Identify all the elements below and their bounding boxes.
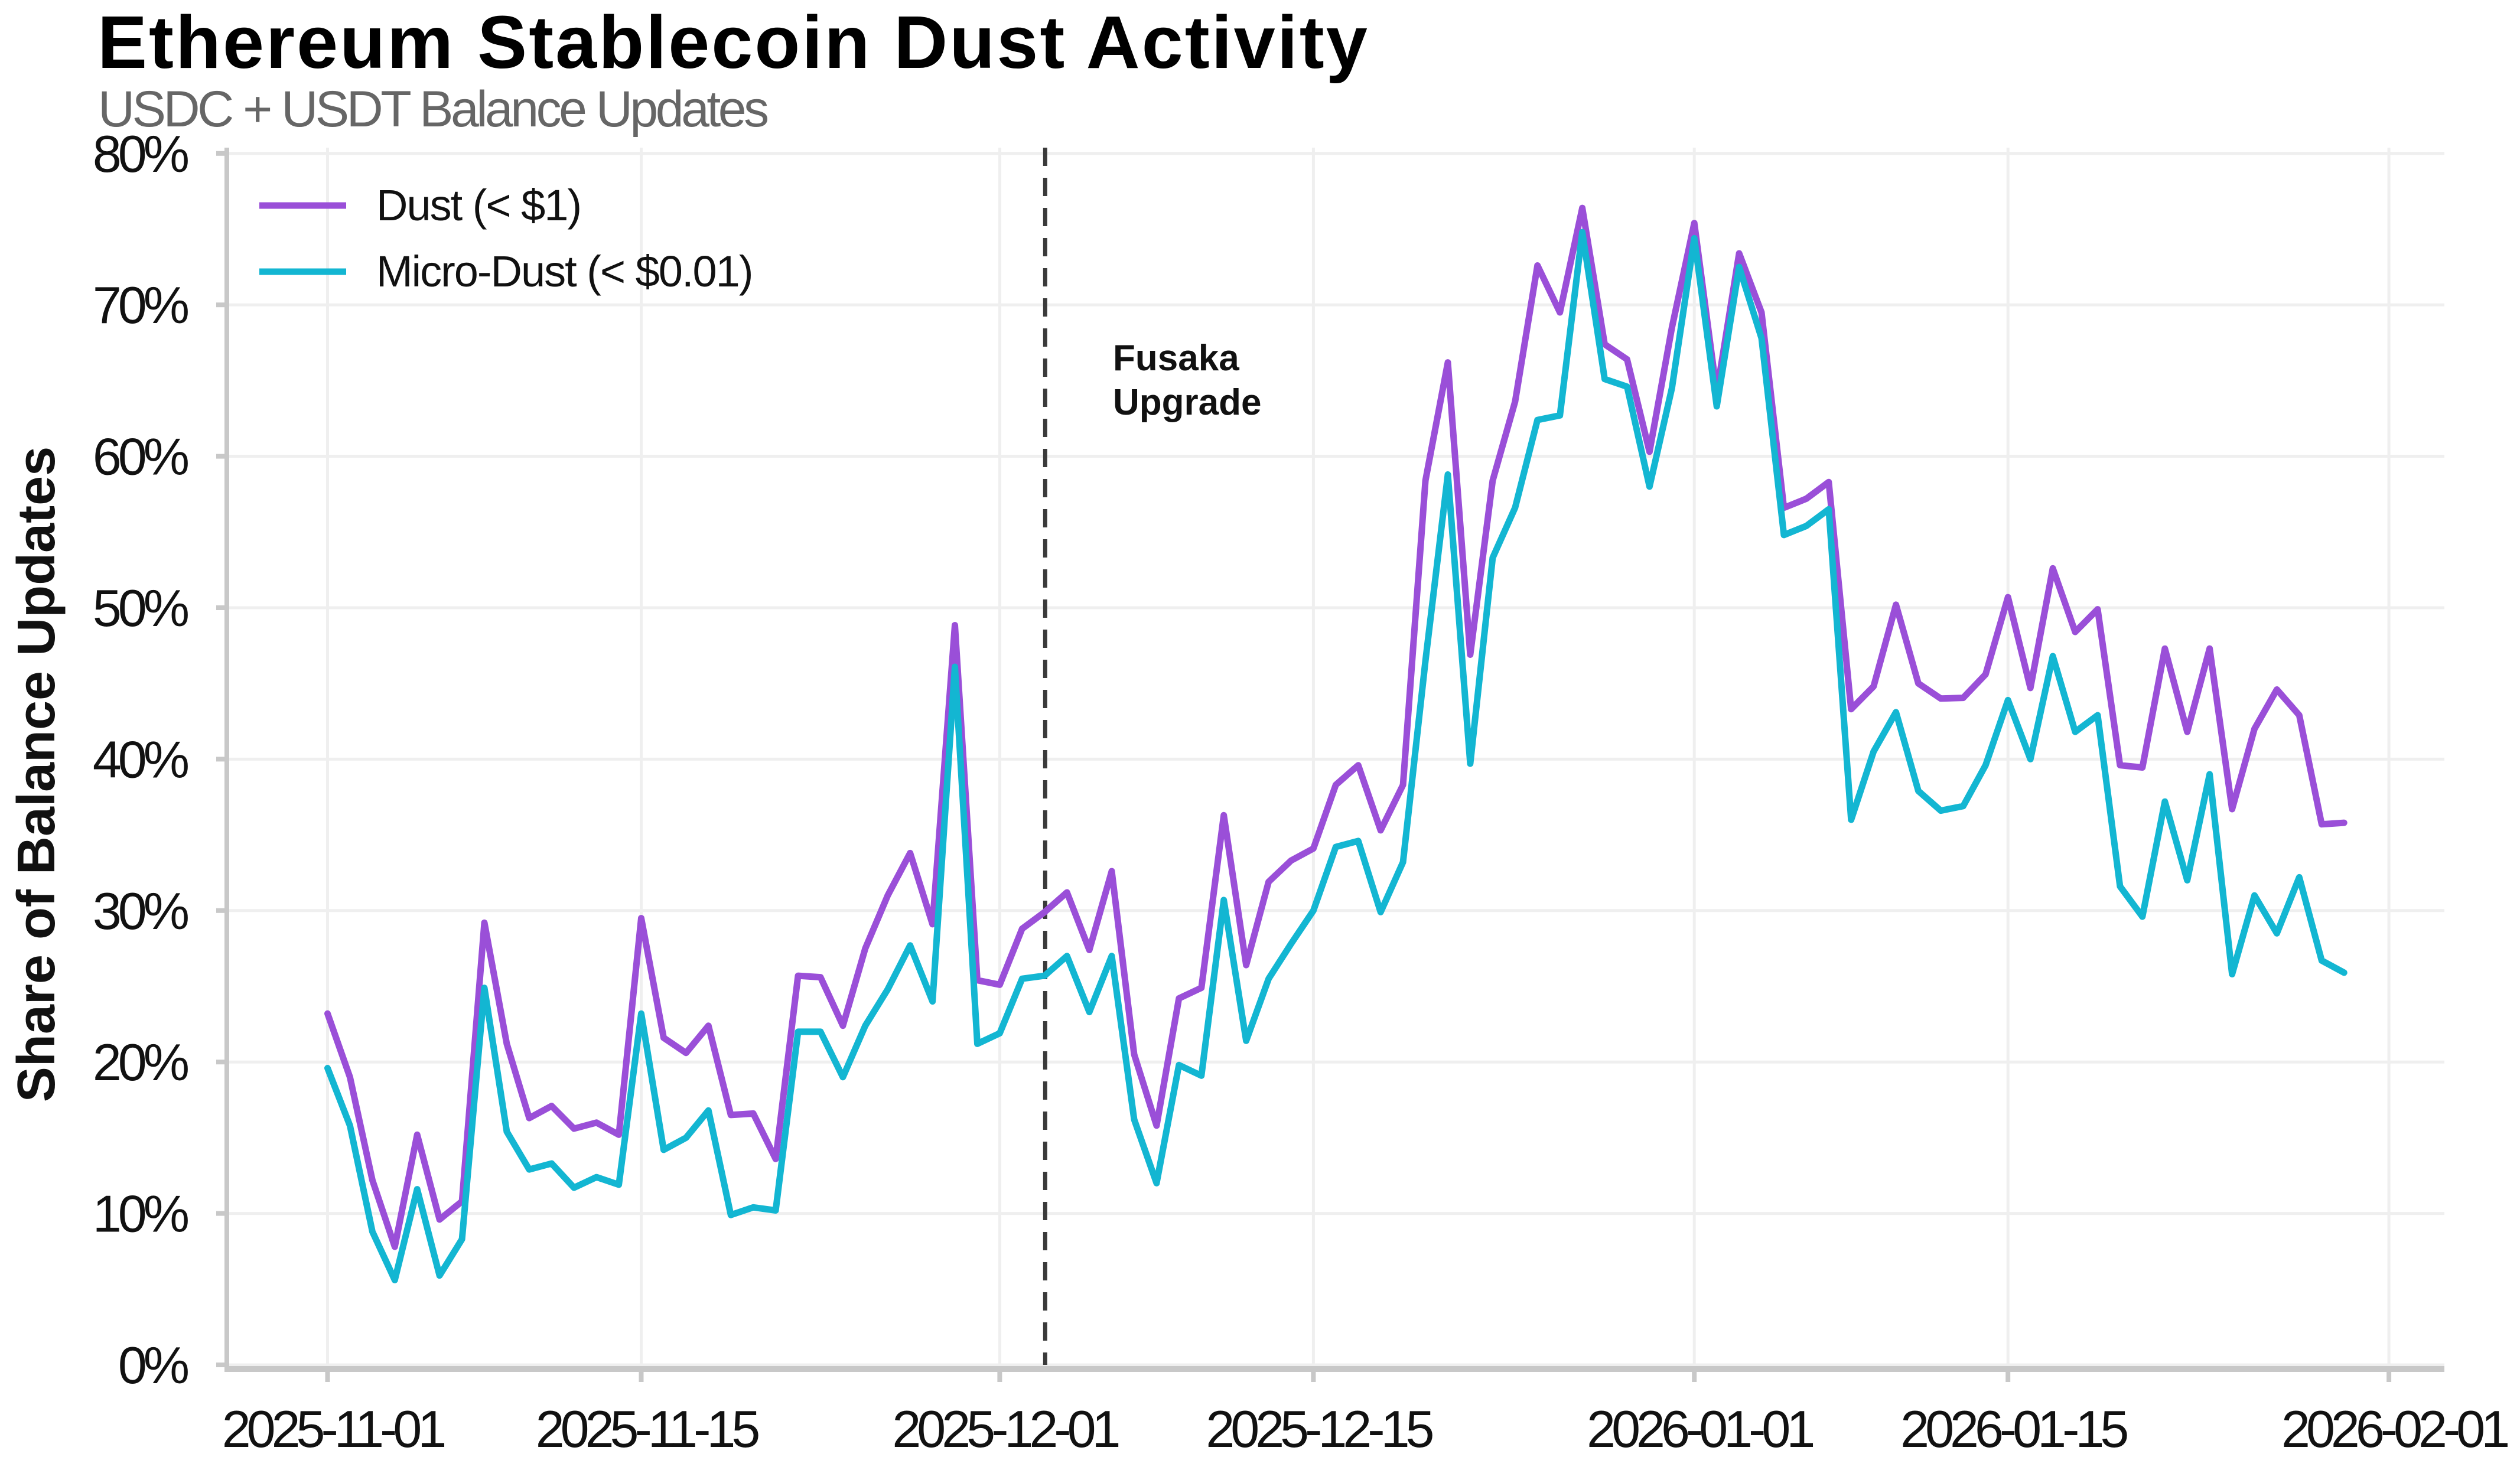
svg-text:Dust (< $1): Dust (< $1) [376, 181, 581, 230]
svg-text:Share of Balance Updates: Share of Balance Updates [7, 446, 66, 1102]
svg-text:20%: 20% [93, 1033, 188, 1091]
svg-text:10%: 10% [93, 1185, 188, 1243]
svg-text:USDC + USDT Balance Updates: USDC + USDT Balance Updates [98, 81, 767, 138]
svg-text:0%: 0% [118, 1336, 188, 1394]
svg-text:Upgrade: Upgrade [1113, 382, 1261, 423]
svg-text:30%: 30% [93, 882, 188, 940]
svg-text:2025-11-01: 2025-11-01 [222, 1400, 445, 1458]
svg-text:2025-12-15: 2025-12-15 [1206, 1400, 1432, 1458]
svg-text:2026-01-15: 2026-01-15 [1900, 1400, 2127, 1458]
svg-text:60%: 60% [93, 428, 188, 486]
svg-text:2026-02-01: 2026-02-01 [2281, 1400, 2508, 1458]
svg-text:2025-12-01: 2025-12-01 [892, 1400, 1118, 1458]
svg-text:2025-11-15: 2025-11-15 [536, 1400, 759, 1458]
svg-text:Fusaka: Fusaka [1113, 338, 1239, 379]
svg-text:Micro-Dust (< $0.01): Micro-Dust (< $0.01) [376, 247, 752, 296]
svg-text:80%: 80% [93, 125, 188, 183]
svg-text:70%: 70% [93, 276, 188, 334]
svg-text:Ethereum Stablecoin Dust Activ: Ethereum Stablecoin Dust Activity [97, 1, 1369, 84]
svg-text:40%: 40% [93, 730, 188, 788]
svg-text:50%: 50% [93, 579, 188, 637]
svg-text:2026-01-01: 2026-01-01 [1587, 1400, 1813, 1458]
